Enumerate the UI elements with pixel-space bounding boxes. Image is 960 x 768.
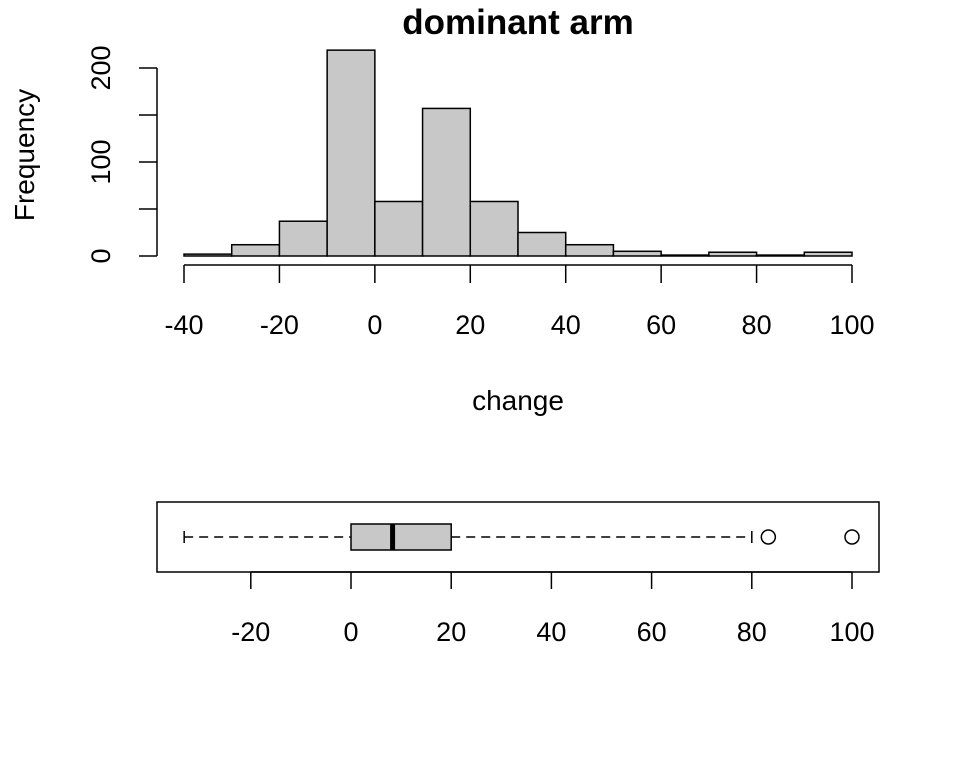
y-tick-label: 200 <box>86 45 116 90</box>
histogram-bars <box>183 49 853 257</box>
histogram-x-axis: -40 -20 0 20 40 60 80 100 <box>164 264 875 340</box>
histogram-bar-5 <box>421 107 472 257</box>
histogram-panel: dominant arm -40 -20 0 20 40 60 80 100 0100200 … <box>9 3 875 416</box>
histogram-bar-10 <box>660 254 710 257</box>
x-tick-label: 0 <box>367 310 382 340</box>
boxplot-panel: -20 0 20 40 60 80 100 <box>156 501 880 647</box>
y-axis-label: Frequency <box>9 89 40 221</box>
boxplot-tick-label: 20 <box>436 617 466 647</box>
x-tick-label: 60 <box>646 310 676 340</box>
histogram-bar-12 <box>755 254 806 257</box>
x-tick-label: 100 <box>829 310 874 340</box>
x-tick-label: -40 <box>164 310 203 340</box>
histogram-bar-4 <box>374 200 424 257</box>
boxplot-outlier <box>844 529 860 545</box>
histogram-y-axis: 0 100 200 <box>86 45 158 264</box>
x-tick-label: 80 <box>742 310 772 340</box>
histogram-bar-6 <box>469 200 519 257</box>
histogram-bar-11 <box>708 251 758 257</box>
boxplot-tick-label: -20 <box>231 617 270 647</box>
histogram-bar-13 <box>803 251 853 257</box>
histogram-bar-9 <box>612 250 662 257</box>
boxplot-tick-label: 60 <box>637 617 667 647</box>
y-tick-label: 100 <box>86 139 116 184</box>
boxplot-x-axis: -20 0 20 40 60 80 100 <box>231 571 875 647</box>
histogram-bar-2 <box>278 220 328 257</box>
boxplot-tick-label: 80 <box>737 617 767 647</box>
x-tick-label: 40 <box>551 310 581 340</box>
y-tick-label: 0 <box>86 248 116 263</box>
x-tick-label: 20 <box>455 310 485 340</box>
boxplot-tick-label: 0 <box>343 617 358 647</box>
histogram-bar-0 <box>183 253 233 257</box>
chart-title: dominant arm <box>402 3 633 42</box>
boxplot-box <box>350 523 452 551</box>
boxplot-tick-label: 100 <box>829 617 874 647</box>
histogram-bar-8 <box>564 243 615 257</box>
boxplot-marks <box>183 523 860 551</box>
histogram-bar-3 <box>326 49 376 257</box>
histogram-bar-7 <box>517 231 567 257</box>
boxplot-tick-label: 40 <box>536 617 566 647</box>
histogram-bar-1 <box>230 243 281 257</box>
boxplot-outlier <box>760 529 777 545</box>
x-axis-label: change <box>472 385 564 416</box>
x-tick-label: -20 <box>260 310 299 340</box>
